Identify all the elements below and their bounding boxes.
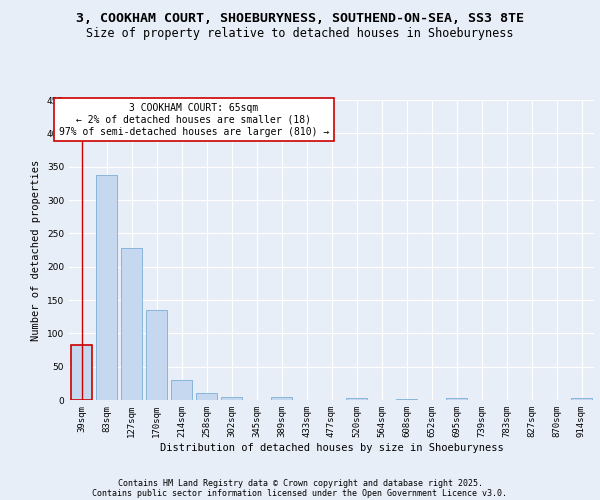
Bar [96, 174, 117, 400]
Y-axis label: Number of detached properties: Number of detached properties [31, 160, 41, 340]
Text: 3 COOKHAM COURT: 65sqm
← 2% of detached houses are smaller (18)
97% of semi-deta: 3 COOKHAM COURT: 65sqm ← 2% of detached … [59, 104, 329, 136]
Text: Contains HM Land Registry data © Crown copyright and database right 2025.: Contains HM Land Registry data © Crown c… [118, 478, 482, 488]
Bar [271, 396, 292, 400]
Text: Size of property relative to detached houses in Shoeburyness: Size of property relative to detached ho… [86, 28, 514, 40]
Bar [121, 248, 142, 400]
Bar [71, 344, 92, 400]
Bar [396, 398, 417, 400]
Bar [221, 396, 242, 400]
X-axis label: Distribution of detached houses by size in Shoeburyness: Distribution of detached houses by size … [160, 442, 503, 452]
Bar [146, 310, 167, 400]
Bar [571, 398, 592, 400]
Bar [171, 380, 192, 400]
Bar [196, 394, 217, 400]
Bar [346, 398, 367, 400]
Text: Contains public sector information licensed under the Open Government Licence v3: Contains public sector information licen… [92, 488, 508, 498]
Text: 3, COOKHAM COURT, SHOEBURYNESS, SOUTHEND-ON-SEA, SS3 8TE: 3, COOKHAM COURT, SHOEBURYNESS, SOUTHEND… [76, 12, 524, 26]
Bar [446, 398, 467, 400]
